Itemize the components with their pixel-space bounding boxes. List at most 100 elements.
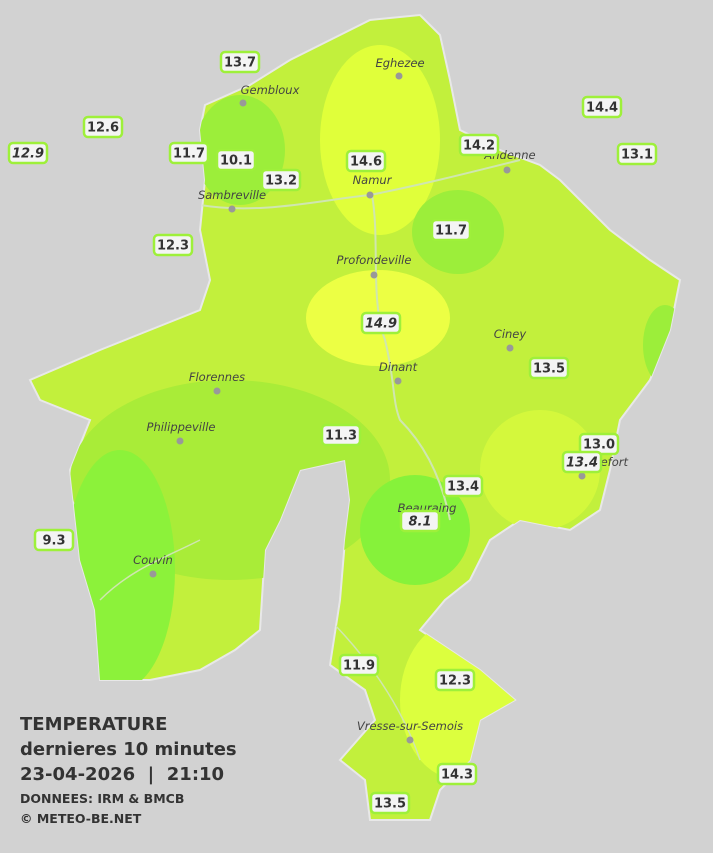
station-box	[369, 791, 411, 815]
station-box	[215, 148, 257, 172]
station-box	[442, 474, 484, 498]
station: 13.5	[528, 356, 570, 380]
station: 14.9	[360, 311, 402, 335]
station-box	[168, 141, 210, 165]
city-dot	[406, 736, 414, 744]
station-value: 12.6	[87, 121, 119, 136]
city-dot	[578, 472, 586, 480]
city-label: Profondeville	[337, 253, 412, 267]
city-label: Gembloux	[241, 83, 300, 97]
city-dot	[506, 344, 514, 352]
legend-datetime: 23-04-2026 | 21:10	[20, 764, 224, 785]
station: 13.0	[578, 432, 620, 456]
station: 14.4	[581, 95, 623, 119]
station: 12.3	[434, 668, 476, 692]
station-value: 13.7	[224, 56, 256, 71]
station: 13.5	[369, 791, 411, 815]
station-box	[528, 356, 570, 380]
city-dot	[149, 570, 157, 578]
station-box	[219, 50, 261, 74]
station-box	[360, 311, 402, 335]
station-box	[434, 668, 476, 692]
city-label: Vresse-sur-Semois	[357, 719, 463, 733]
station: 14.2	[458, 133, 500, 157]
city-label: Philippeville	[147, 420, 216, 434]
station-box	[345, 149, 387, 173]
province	[28, 13, 682, 821]
station-value: 9.3	[42, 534, 65, 549]
station: 13.2	[260, 168, 302, 192]
station-box	[33, 528, 75, 552]
station-value: 13.0	[583, 438, 615, 453]
station-value: 14.6	[350, 155, 382, 170]
station-value: 12.3	[439, 674, 471, 689]
city-dot	[370, 271, 378, 279]
station-value: 13.5	[374, 797, 406, 812]
station-box	[458, 133, 500, 157]
city-label: Sambreville	[198, 188, 266, 202]
station-box	[338, 653, 380, 677]
station: 12.6	[82, 115, 124, 139]
station: 12.3	[152, 233, 194, 257]
legend-title: TEMPERATURE	[20, 714, 167, 735]
station-box	[320, 423, 362, 447]
station: 11.7	[168, 141, 210, 165]
station: 10.1	[215, 148, 257, 172]
station: 11.9	[338, 653, 380, 677]
station-value: 11.9	[343, 659, 375, 674]
station-value: 13.2	[265, 174, 297, 189]
city-dot	[239, 99, 247, 107]
station: 11.7	[430, 218, 472, 242]
city-label: Eghezee	[375, 56, 424, 70]
station-box	[152, 233, 194, 257]
station-value: 11.7	[435, 224, 467, 239]
station: 11.3	[320, 423, 362, 447]
station-box	[581, 95, 623, 119]
legend-subtitle: dernieres 10 minutes	[20, 739, 237, 760]
city-dot	[228, 205, 236, 213]
city-dot	[213, 387, 221, 395]
station-value: 14.4	[586, 101, 618, 116]
station-box	[430, 218, 472, 242]
city-dot	[395, 72, 403, 80]
station-value: 13.5	[533, 362, 565, 377]
station-value: 10.1	[220, 154, 252, 169]
station: 14.3	[436, 762, 478, 786]
city-label: Namur	[353, 173, 393, 187]
station-value: 8.1	[408, 515, 431, 530]
city-dot	[176, 437, 184, 445]
station-box	[561, 450, 603, 474]
city-dot	[394, 377, 402, 385]
station: 12.9	[7, 141, 49, 165]
station: 13.7	[219, 50, 261, 74]
city-dot	[366, 191, 374, 199]
station-value: 13.4	[566, 456, 598, 471]
station-value: 12.9	[12, 147, 44, 162]
station-value: 11.3	[325, 429, 357, 444]
station-value: 11.7	[173, 147, 205, 162]
city-label: Florennes	[189, 370, 245, 384]
city-label: Couvin	[133, 553, 173, 567]
station-box	[436, 762, 478, 786]
legend-source: DONNEES: IRM & BMCB	[20, 791, 184, 806]
city-label: Ciney	[494, 327, 527, 341]
station: 8.1	[399, 509, 441, 533]
station-value: 13.4	[447, 480, 479, 495]
city-label: Dinant	[379, 360, 418, 374]
station-value: 14.9	[365, 317, 397, 332]
station-value: 13.1	[621, 148, 653, 163]
legend-credit: © METEO-BE.NET	[20, 811, 142, 826]
station-box	[7, 141, 49, 165]
station-box	[82, 115, 124, 139]
station-value: 12.3	[157, 239, 189, 254]
station: 9.3	[33, 528, 75, 552]
station: 14.6	[345, 149, 387, 173]
station-box	[260, 168, 302, 192]
city-dot	[503, 166, 511, 174]
station-box	[399, 509, 441, 533]
station: 13.4	[442, 474, 484, 498]
station: 13.4	[561, 450, 603, 474]
station: 13.1	[616, 142, 658, 166]
station-box	[616, 142, 658, 166]
